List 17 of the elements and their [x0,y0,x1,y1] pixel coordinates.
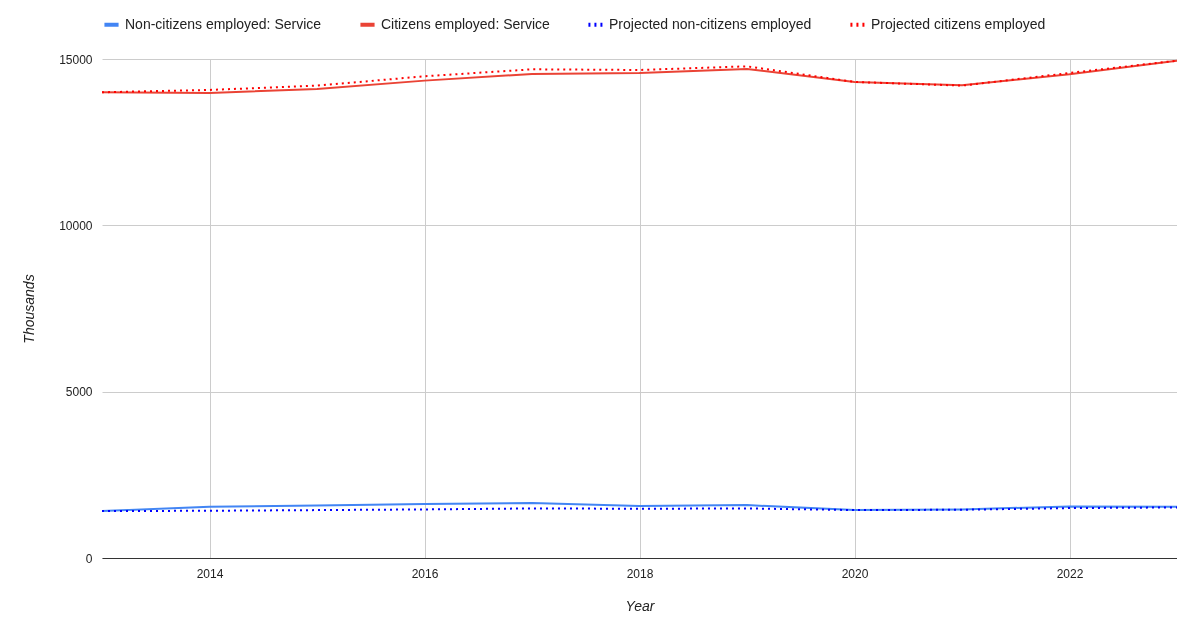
x-axis-title: Year [625,597,656,614]
line-series [102,59,1177,94]
x-tick-label: 2016 [411,566,439,581]
legend-label: Projected non-citizens employed [609,15,812,32]
y-tick-label: 5000 [65,385,93,400]
x-tick-label: 2020 [841,566,869,581]
x-tick-label: 2018 [626,566,654,581]
y-tick-label: 0 [85,551,93,566]
legend-label: Projected citizens employed [871,15,1046,32]
y-tick-label: 15000 [59,52,93,67]
y-tick-label: 10000 [59,218,93,233]
x-tick-label: 2014 [196,566,224,581]
y-axis-title: Thousands [21,274,38,344]
line-series [102,502,1177,513]
legend-label: Citizens employed: Service [381,15,551,32]
x-tick-label: 2022 [1056,566,1084,581]
legend-label: Non-citizens employed: Service [125,15,322,32]
